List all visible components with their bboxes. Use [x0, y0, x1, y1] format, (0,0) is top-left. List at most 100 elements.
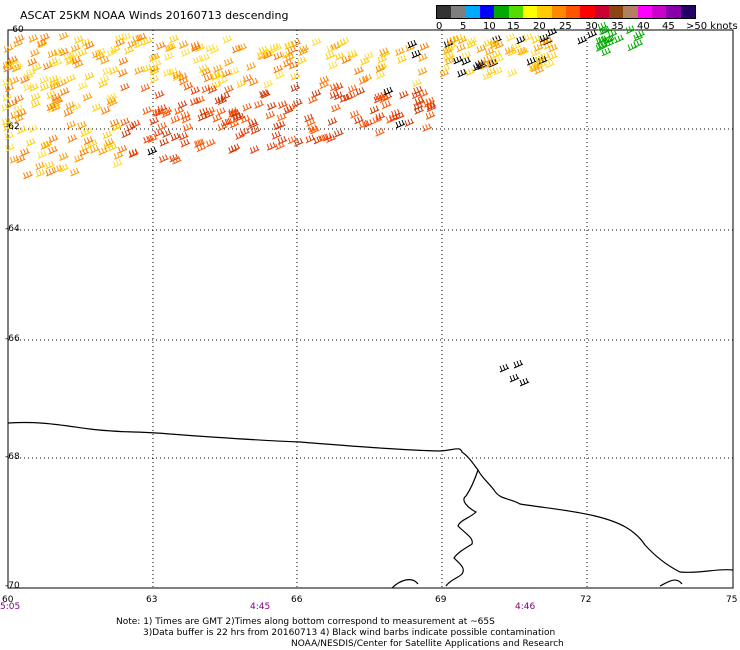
wind-barb	[26, 138, 36, 147]
wind-barb	[399, 90, 409, 99]
scale-label: 45	[662, 21, 675, 32]
wind-barb	[539, 33, 550, 43]
wind-barb	[254, 100, 264, 109]
wind-barb	[142, 36, 153, 46]
wind-barb	[446, 36, 457, 45]
wind-barb	[63, 51, 74, 61]
wind-barb	[195, 95, 206, 105]
wind-barb	[2, 60, 13, 70]
wind-barb	[625, 25, 636, 35]
wind-barb	[232, 44, 242, 54]
scale-swatch	[565, 6, 581, 18]
scale-swatch	[537, 6, 552, 18]
wind-barb	[68, 50, 79, 60]
wind-barb	[11, 63, 22, 73]
scale-swatch	[494, 6, 509, 18]
wind-barb	[206, 138, 216, 148]
wind-barb	[183, 123, 193, 132]
wind-barb	[309, 125, 320, 135]
wind-barb	[516, 35, 526, 45]
wind-barb	[493, 66, 503, 76]
wind-barb	[360, 57, 370, 66]
wind-barb	[4, 83, 15, 93]
wind-barb	[63, 108, 74, 117]
wind-barb	[49, 79, 60, 88]
wind-barb	[377, 91, 388, 100]
wind-speed-color-scale	[436, 5, 696, 19]
wind-barb	[242, 74, 253, 83]
wind-barb	[25, 68, 36, 77]
scale-label: 30	[585, 21, 598, 32]
wind-barb	[199, 107, 210, 116]
wind-barb	[65, 56, 76, 66]
wind-barb	[442, 46, 453, 56]
wind-barb	[444, 44, 454, 54]
wind-barb	[60, 87, 70, 96]
wind-barb	[148, 53, 159, 63]
wind-barb	[99, 75, 110, 84]
wind-barb	[104, 138, 115, 147]
wind-barb	[350, 110, 360, 119]
wind-barb	[299, 44, 309, 54]
graticule	[8, 30, 733, 588]
scale-swatch	[522, 6, 538, 18]
wind-barb	[221, 118, 232, 127]
wind-barb	[48, 57, 59, 66]
wind-barb	[439, 68, 450, 78]
wind-barb	[273, 51, 284, 61]
wind-barb	[180, 111, 191, 120]
scale-swatch	[637, 6, 652, 18]
wind-barb	[267, 101, 277, 111]
wind-barb	[118, 68, 128, 78]
coastline	[7, 421, 734, 589]
wind-barb	[77, 48, 88, 58]
scale-label: 25	[559, 21, 572, 32]
wind-barb	[335, 52, 345, 61]
wind-barb	[305, 134, 316, 144]
wind-barb	[46, 102, 57, 112]
wind-barb	[3, 122, 13, 132]
wind-barb	[240, 114, 251, 124]
wind-barb	[107, 92, 118, 102]
wind-barb	[115, 33, 125, 43]
wind-barb	[82, 92, 93, 102]
wind-barb	[544, 59, 555, 69]
wind-barb	[412, 78, 422, 88]
wind-barb	[461, 56, 472, 66]
wind-barb	[456, 43, 467, 53]
wind-barb	[152, 59, 162, 68]
wind-barb	[329, 82, 340, 92]
coastline-glacier	[445, 469, 479, 587]
scale-swatch	[651, 6, 667, 18]
wind-barb	[369, 105, 380, 115]
wind-barb	[489, 39, 500, 49]
scale-label: 0	[436, 21, 443, 32]
wind-barb	[507, 68, 518, 78]
wind-barb	[52, 58, 63, 67]
wind-barb	[107, 48, 117, 57]
wind-barb	[190, 97, 200, 106]
wind-barb	[276, 112, 287, 122]
wind-barb	[183, 81, 194, 91]
wind-barb	[102, 130, 113, 140]
wind-barb	[389, 112, 399, 122]
wind-barb	[543, 41, 554, 50]
scale-swatch	[623, 6, 638, 18]
wind-barb	[120, 82, 130, 92]
wind-barb	[35, 168, 46, 178]
wind-barb	[54, 47, 65, 57]
wind-barb	[14, 114, 24, 124]
wind-barb	[457, 68, 467, 78]
wind-barb	[59, 47, 69, 57]
wind-barb	[229, 67, 240, 76]
wind-barb	[425, 111, 436, 120]
wind-barb	[283, 58, 293, 68]
wind-barb	[132, 34, 142, 43]
wind-barb	[74, 59, 84, 69]
wind-barb	[14, 34, 25, 44]
wind-barb	[162, 106, 173, 116]
wind-barb	[614, 34, 625, 44]
wind-barb	[417, 67, 428, 76]
wind-barb	[51, 92, 62, 102]
wind-barb	[78, 81, 88, 91]
